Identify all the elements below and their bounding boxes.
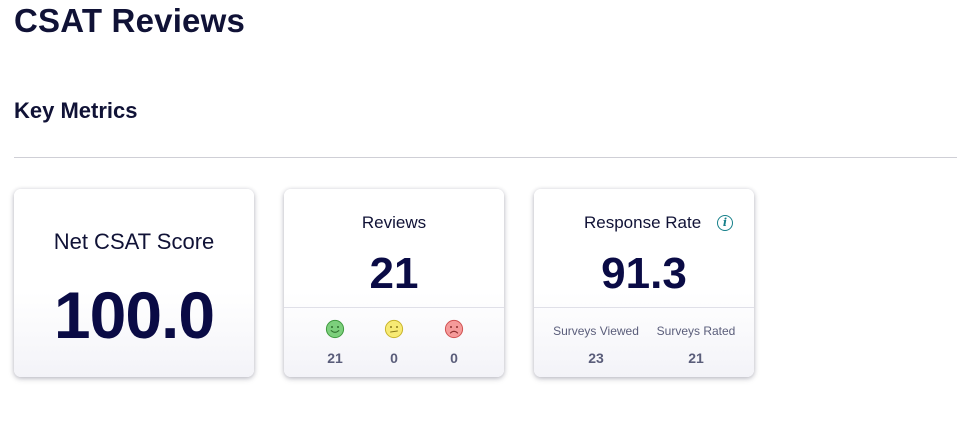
reviews-divider [284,307,504,308]
response-rate-divider [534,307,754,308]
section-divider [14,157,957,158]
reviews-label: Reviews [361,213,427,232]
surveys-rated-value: 21 [688,350,704,366]
section-title: Key Metrics [14,98,138,123]
happy-face-icon [325,319,345,339]
reviews-value: 21 [369,249,419,298]
sad-count: 0 [450,350,458,366]
info-icon[interactable]: i [717,215,733,231]
surveys-viewed-value: 23 [588,350,604,366]
response-rate-value: 91.3 [601,249,687,298]
net-csat-label: Net CSAT Score [53,229,215,254]
neutral-count: 0 [390,350,398,366]
response-rate-card: Response Rate i 91.3 Surveys Viewed 23 S… [534,189,754,377]
response-rate-label: Response Rate [584,213,702,232]
reviews-card: Reviews 21 21 0 0 [284,189,504,377]
net-csat-card: Net CSAT Score 100.0 [14,189,254,377]
surveys-viewed-label: Surveys Viewed [553,324,639,338]
neutral-face-icon [384,319,404,339]
net-csat-value: 100.0 [53,278,215,352]
sad-face-icon [444,319,464,339]
surveys-rated-label: Surveys Rated [656,324,736,338]
page-title: CSAT Reviews [14,2,246,39]
happy-count: 21 [327,350,343,366]
